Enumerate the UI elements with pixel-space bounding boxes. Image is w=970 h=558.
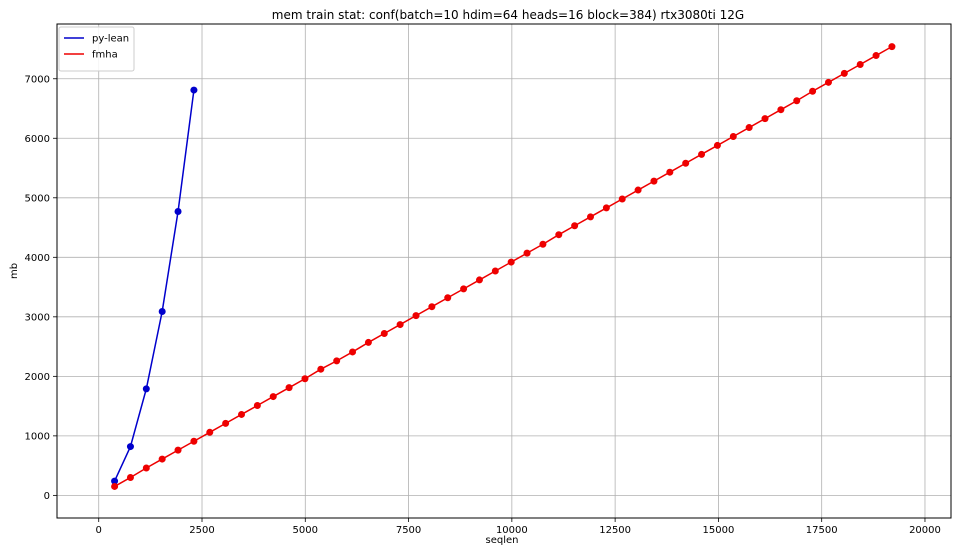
- data-point: [650, 177, 658, 185]
- data-point: [412, 312, 420, 320]
- data-point: [396, 321, 404, 329]
- data-point: [491, 267, 499, 275]
- data-point: [793, 97, 801, 105]
- data-point: [618, 195, 626, 203]
- data-point: [190, 86, 198, 94]
- x-tick-label: 17500: [806, 525, 838, 536]
- legend-entry: py-lean: [92, 34, 129, 45]
- series-line: [113, 89, 195, 482]
- data-point: [158, 455, 166, 463]
- data-point: [571, 222, 579, 230]
- grid: [57, 24, 951, 518]
- data-point: [809, 87, 817, 95]
- x-tick-label: 2500: [189, 525, 214, 536]
- y-tick-label: 6000: [25, 134, 50, 145]
- data-point: [507, 258, 515, 266]
- x-tick-label: 5000: [293, 525, 318, 536]
- y-tick-label: 3000: [25, 312, 50, 323]
- data-point: [444, 294, 452, 302]
- data-point: [587, 213, 595, 221]
- data-point: [872, 52, 880, 60]
- data-point: [317, 365, 325, 373]
- data-point: [824, 78, 832, 86]
- chart-title: mem train stat: conf(batch=10 hdim=64 he…: [272, 8, 744, 22]
- data-point: [523, 249, 531, 257]
- legend: py-lean fmha: [58, 26, 135, 72]
- data-point: [460, 285, 468, 293]
- data-point: [174, 207, 182, 215]
- data-point: [111, 482, 119, 490]
- series-py-lean: [111, 86, 198, 485]
- plot-frame: [56, 23, 952, 519]
- y-tick-label: 5000: [25, 193, 50, 204]
- data-point: [364, 338, 372, 346]
- data-point: [174, 446, 182, 454]
- series-layer: [111, 43, 896, 490]
- data-point: [142, 464, 150, 472]
- x-tick-label: 20000: [909, 525, 941, 536]
- data-point: [206, 428, 214, 436]
- y-tick-label: 1000: [25, 431, 50, 442]
- data-point: [126, 474, 134, 482]
- data-point: [126, 443, 134, 451]
- data-point: [666, 168, 674, 176]
- data-point: [428, 303, 436, 311]
- data-point: [349, 348, 357, 356]
- data-point: [253, 402, 261, 410]
- data-point: [555, 231, 563, 239]
- data-point: [761, 115, 769, 123]
- data-point: [840, 69, 848, 77]
- x-tick-label: 15000: [703, 525, 735, 536]
- data-point: [380, 329, 388, 337]
- legend-entry: fmha: [92, 50, 118, 61]
- data-point: [333, 357, 341, 365]
- data-point: [238, 410, 246, 418]
- series-line: [114, 45, 893, 488]
- y-tick-label: 2000: [25, 372, 50, 383]
- ticks: 0 2500 5000 7500 10000 12500 15000 17500 20000 0 1…: [25, 74, 941, 536]
- y-axis-label: mb: [9, 263, 20, 279]
- data-point: [222, 419, 230, 427]
- x-tick-label: 12500: [599, 525, 631, 536]
- x-tick-label: 10000: [496, 525, 528, 536]
- y-tick-label: 7000: [25, 74, 50, 85]
- x-tick-label: 0: [96, 525, 102, 536]
- x-tick-label: 7500: [396, 525, 421, 536]
- y-tick-label: 0: [44, 491, 50, 502]
- data-point: [888, 43, 896, 51]
- series-fmha: [111, 43, 896, 490]
- data-point: [285, 384, 293, 392]
- data-point: [729, 132, 737, 140]
- y-tick-label: 4000: [25, 253, 50, 264]
- data-point: [856, 60, 864, 68]
- data-point: [111, 477, 119, 485]
- data-point: [745, 124, 753, 132]
- data-point: [713, 141, 721, 149]
- data-point: [475, 276, 483, 284]
- data-point: [269, 393, 277, 401]
- data-point: [190, 437, 198, 445]
- data-point: [602, 204, 610, 212]
- data-point: [698, 150, 706, 158]
- x-axis-label: seqlen: [486, 535, 519, 546]
- data-point: [634, 186, 642, 194]
- data-point: [301, 375, 309, 383]
- data-point: [158, 307, 166, 315]
- data-point: [539, 240, 547, 248]
- data-point: [777, 106, 785, 114]
- data-point: [142, 385, 150, 393]
- data-point: [682, 159, 690, 167]
